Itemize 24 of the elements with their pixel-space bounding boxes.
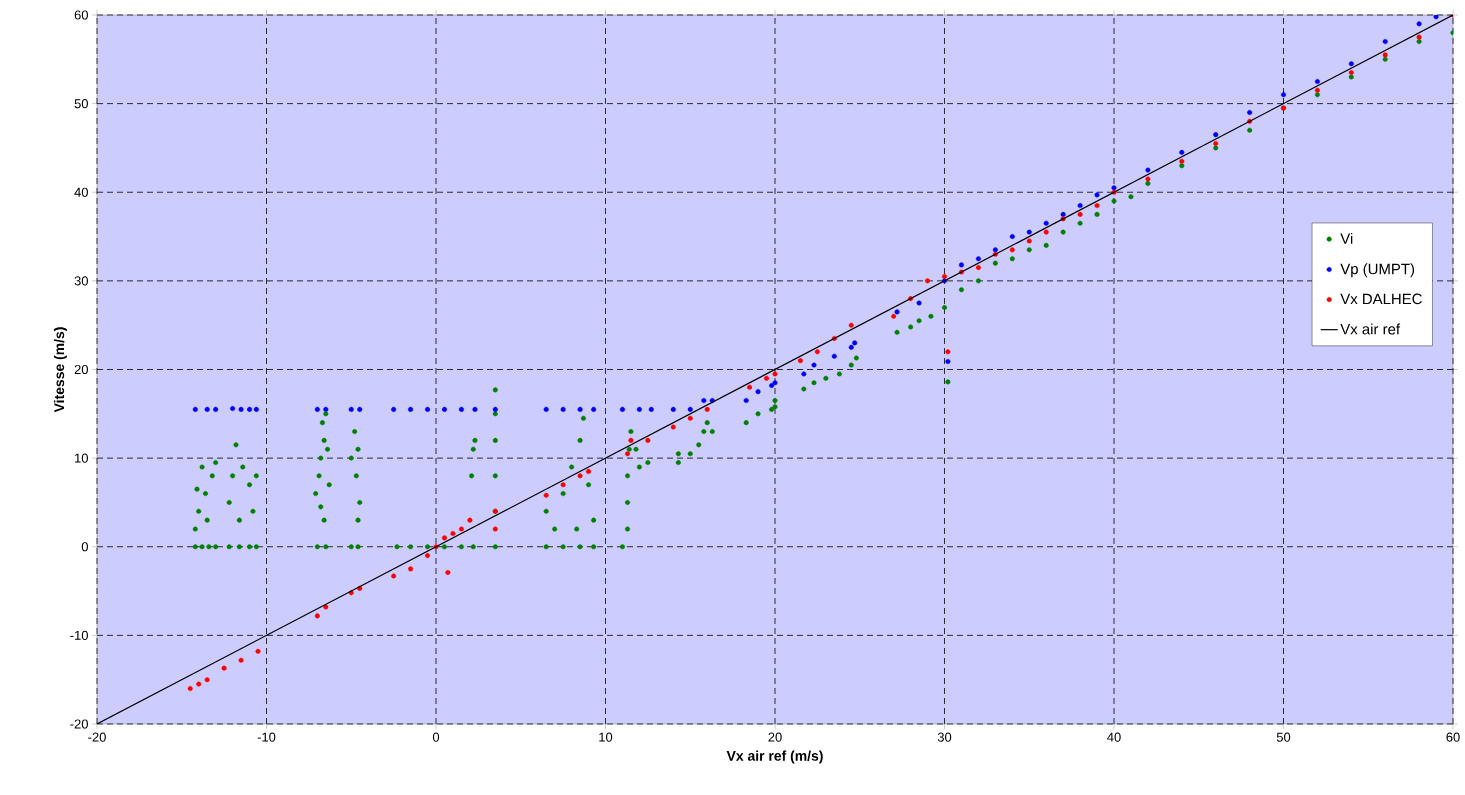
legend-label: Vx air ref bbox=[1340, 323, 1401, 335]
y-tick-label: 20 bbox=[74, 364, 88, 375]
x-tick-label: 20 bbox=[768, 732, 782, 742]
x-axis-title: Vx air ref (m/s) bbox=[726, 750, 823, 764]
x-tick-label: 60 bbox=[1446, 732, 1460, 742]
y-tick-label: 50 bbox=[74, 99, 88, 109]
y-tick-label: -20 bbox=[70, 719, 88, 729]
x-tick-label: 30 bbox=[937, 732, 952, 742]
legend-label: Vi bbox=[1340, 232, 1353, 244]
legend-label: Vp (UMPT) bbox=[1340, 263, 1415, 278]
legend-label: Vx DALHEC bbox=[1340, 293, 1422, 305]
x-tick-label: 50 bbox=[1276, 732, 1291, 742]
x-tick-label: 10 bbox=[599, 732, 613, 742]
x-tick-label: -10 bbox=[257, 732, 276, 742]
y-tick-label: -10 bbox=[70, 630, 88, 640]
y-tick-label: 10 bbox=[75, 453, 88, 463]
y-tick-label: 60 bbox=[74, 10, 88, 20]
x-tick-label: -20 bbox=[88, 732, 106, 742]
y-tick-label: 0 bbox=[81, 542, 88, 552]
x-tick-label: 40 bbox=[1107, 732, 1121, 742]
x-tick-label: 0 bbox=[432, 732, 440, 742]
y-tick-label: 40 bbox=[74, 187, 88, 197]
y-axis-title: Vitesse (m/s) bbox=[53, 327, 67, 413]
y-tick-label: 30 bbox=[74, 276, 88, 286]
